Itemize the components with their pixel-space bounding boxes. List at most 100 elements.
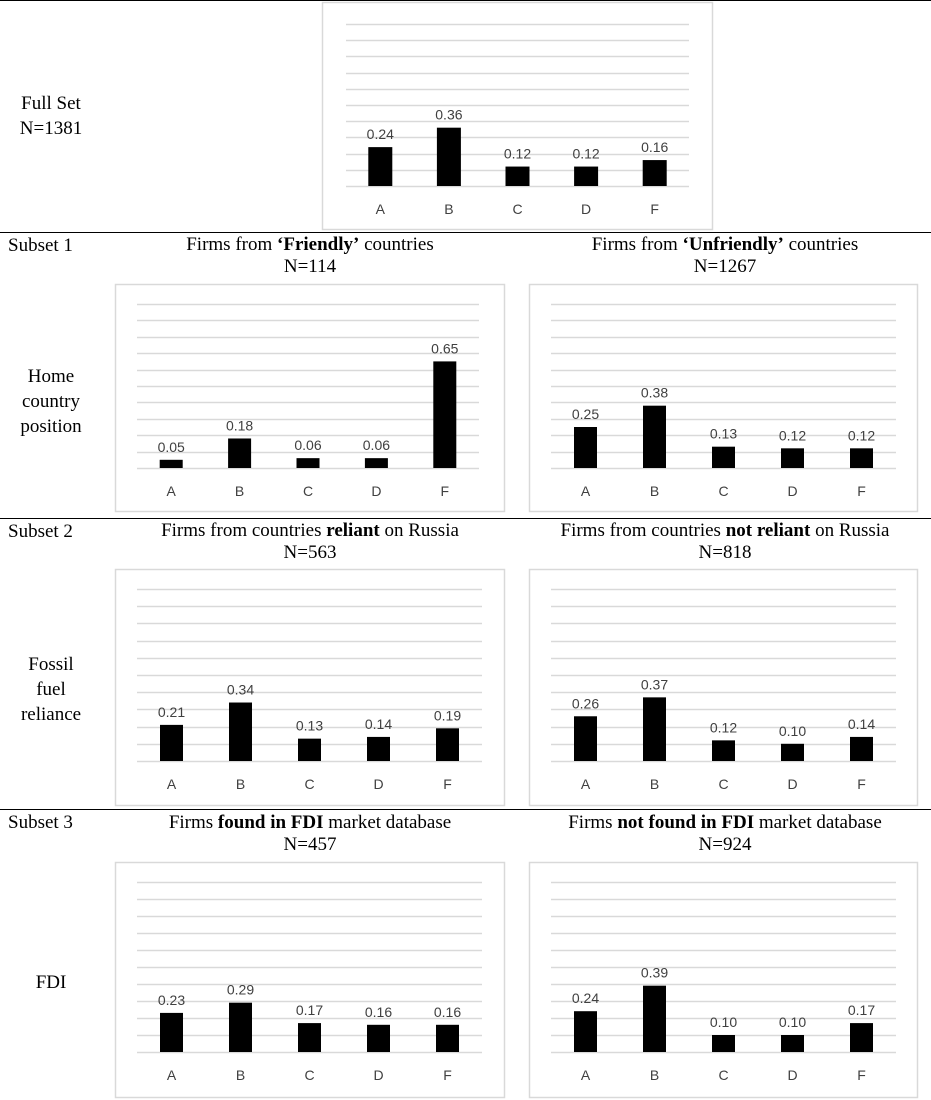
chart-unfriendly: 0.25 A 0.38 B 0.13 C 0.12 D 0.12 F <box>528 283 919 513</box>
row-label-line: Fossil <box>28 654 74 675</box>
tick-label: B <box>650 1067 659 1083</box>
heading-found-fdi: Firms found in FDI market database N=457 <box>110 812 510 856</box>
row-label-line: country <box>21 391 81 412</box>
bar-d <box>574 166 599 186</box>
bar-d <box>367 1024 390 1052</box>
data-label: 0.06 <box>363 437 390 453</box>
heading-not-found-fdi: Firms not found in FDI market database N… <box>525 812 925 856</box>
heading-unfriendly: Firms from ‘Unfriendly’ countries N=1267 <box>525 234 925 278</box>
bar-f <box>436 728 459 761</box>
chart-not-reliant: 0.26 A 0.37 B 0.12 C 0.10 D 0.14 F <box>528 568 919 807</box>
heading-bold: ‘Friendly’ <box>277 234 360 255</box>
data-label: 0.17 <box>848 1002 875 1018</box>
tick-label: D <box>787 483 797 499</box>
row-label-full-set: Full Set N=1381 <box>0 91 102 141</box>
heading-title: Firms from countries not reliant on Russ… <box>525 520 925 542</box>
data-label: 0.16 <box>365 1004 392 1020</box>
tick-label: F <box>650 201 659 217</box>
divider-subset-2 <box>0 518 931 519</box>
tick-label: F <box>857 483 866 499</box>
chart-not-found-fdi: 0.24 A 0.39 B 0.10 C 0.10 D 0.17 F <box>528 861 919 1099</box>
data-label: 0.13 <box>296 718 323 734</box>
heading-n: N=818 <box>698 542 752 563</box>
tick-label: B <box>236 776 245 792</box>
chart-frame <box>528 861 919 1099</box>
heading-title: Firms from ‘Friendly’ countries <box>110 234 510 256</box>
heading-not-reliant: Firms from countries not reliant on Russ… <box>525 520 925 564</box>
bar-d <box>364 458 388 468</box>
bar-f <box>850 448 873 468</box>
tick-label: F <box>857 1067 866 1083</box>
heading-bold: found in FDI <box>217 812 324 833</box>
chart-frame <box>528 283 919 513</box>
data-label: 0.10 <box>779 723 806 739</box>
data-label: 0.12 <box>848 427 875 443</box>
tick-label: A <box>581 776 591 792</box>
data-label: 0.38 <box>641 385 668 401</box>
data-label: 0.16 <box>641 139 668 155</box>
row-label-line: fuel <box>36 679 66 700</box>
row-label-line: position <box>20 416 82 437</box>
tick-label: D <box>371 483 381 499</box>
data-label: 0.36 <box>435 107 462 123</box>
chart-friendly: 0.05 A 0.18 B 0.06 C 0.06 D 0.65 F <box>114 283 506 513</box>
data-label: 0.10 <box>710 1014 737 1030</box>
subset-label-3: Subset 3 <box>8 812 73 833</box>
bar-b <box>229 1002 252 1052</box>
row-label-line: Full Set <box>21 93 81 114</box>
bar-f <box>642 160 667 186</box>
data-label: 0.18 <box>226 417 253 433</box>
heading-text: market database <box>754 812 882 833</box>
tick-label: C <box>304 776 314 792</box>
tick-label: C <box>718 483 728 499</box>
tick-label: A <box>167 483 177 499</box>
tick-label: B <box>444 201 453 217</box>
data-label: 0.65 <box>431 340 458 356</box>
subset-label-1: Subset 1 <box>8 235 73 256</box>
bar-a <box>368 147 393 186</box>
bar-f <box>850 1023 873 1052</box>
tick-label: C <box>512 201 522 217</box>
data-label: 0.24 <box>572 990 599 1006</box>
row-label-home-country: Home country position <box>0 364 102 439</box>
row-label-line: FDI <box>35 972 67 993</box>
bar-c <box>712 1035 735 1052</box>
bar-c <box>505 166 530 186</box>
bar-a <box>574 427 597 468</box>
bar-b <box>643 697 666 761</box>
chart-frame <box>321 1 714 231</box>
bar-c <box>712 740 735 761</box>
bar-d <box>367 736 390 761</box>
bar-b <box>436 127 461 186</box>
heading-n: N=457 <box>283 834 337 855</box>
bar-a <box>160 1012 183 1052</box>
data-label: 0.17 <box>296 1002 323 1018</box>
heading-text: countries <box>359 234 434 255</box>
data-label: 0.25 <box>572 406 599 422</box>
bar-a <box>160 724 183 761</box>
chart-reliant: 0.21 A 0.34 B 0.13 C 0.14 D 0.19 F <box>114 568 506 807</box>
heading-text: Firms from countries <box>161 520 327 541</box>
bar-f <box>850 736 873 761</box>
row-label-line: Home <box>27 366 75 387</box>
row-label-fdi: FDI <box>0 970 102 995</box>
tick-label: F <box>443 776 452 792</box>
chart-full-set: 0.24 A 0.36 B 0.12 C 0.12 D 0.16 F <box>321 1 714 231</box>
bar-f <box>433 361 457 468</box>
heading-title: Firms found in FDI market database <box>110 812 510 834</box>
heading-n: N=1267 <box>693 256 757 277</box>
tick-label: D <box>373 1067 383 1083</box>
heading-text: on Russia <box>810 520 890 541</box>
data-label: 0.19 <box>434 707 461 723</box>
bar-d <box>781 448 804 468</box>
heading-n: N=563 <box>283 542 337 563</box>
chart-frame <box>114 568 506 807</box>
heading-friendly: Firms from ‘Friendly’ countries N=114 <box>110 234 510 278</box>
data-label: 0.29 <box>227 982 254 998</box>
chart-frame <box>528 568 919 807</box>
heading-text: Firms from <box>186 234 278 255</box>
bar-c <box>298 738 321 761</box>
tick-label: D <box>581 201 591 217</box>
tick-label: C <box>304 1067 314 1083</box>
heading-text: on Russia <box>379 520 459 541</box>
